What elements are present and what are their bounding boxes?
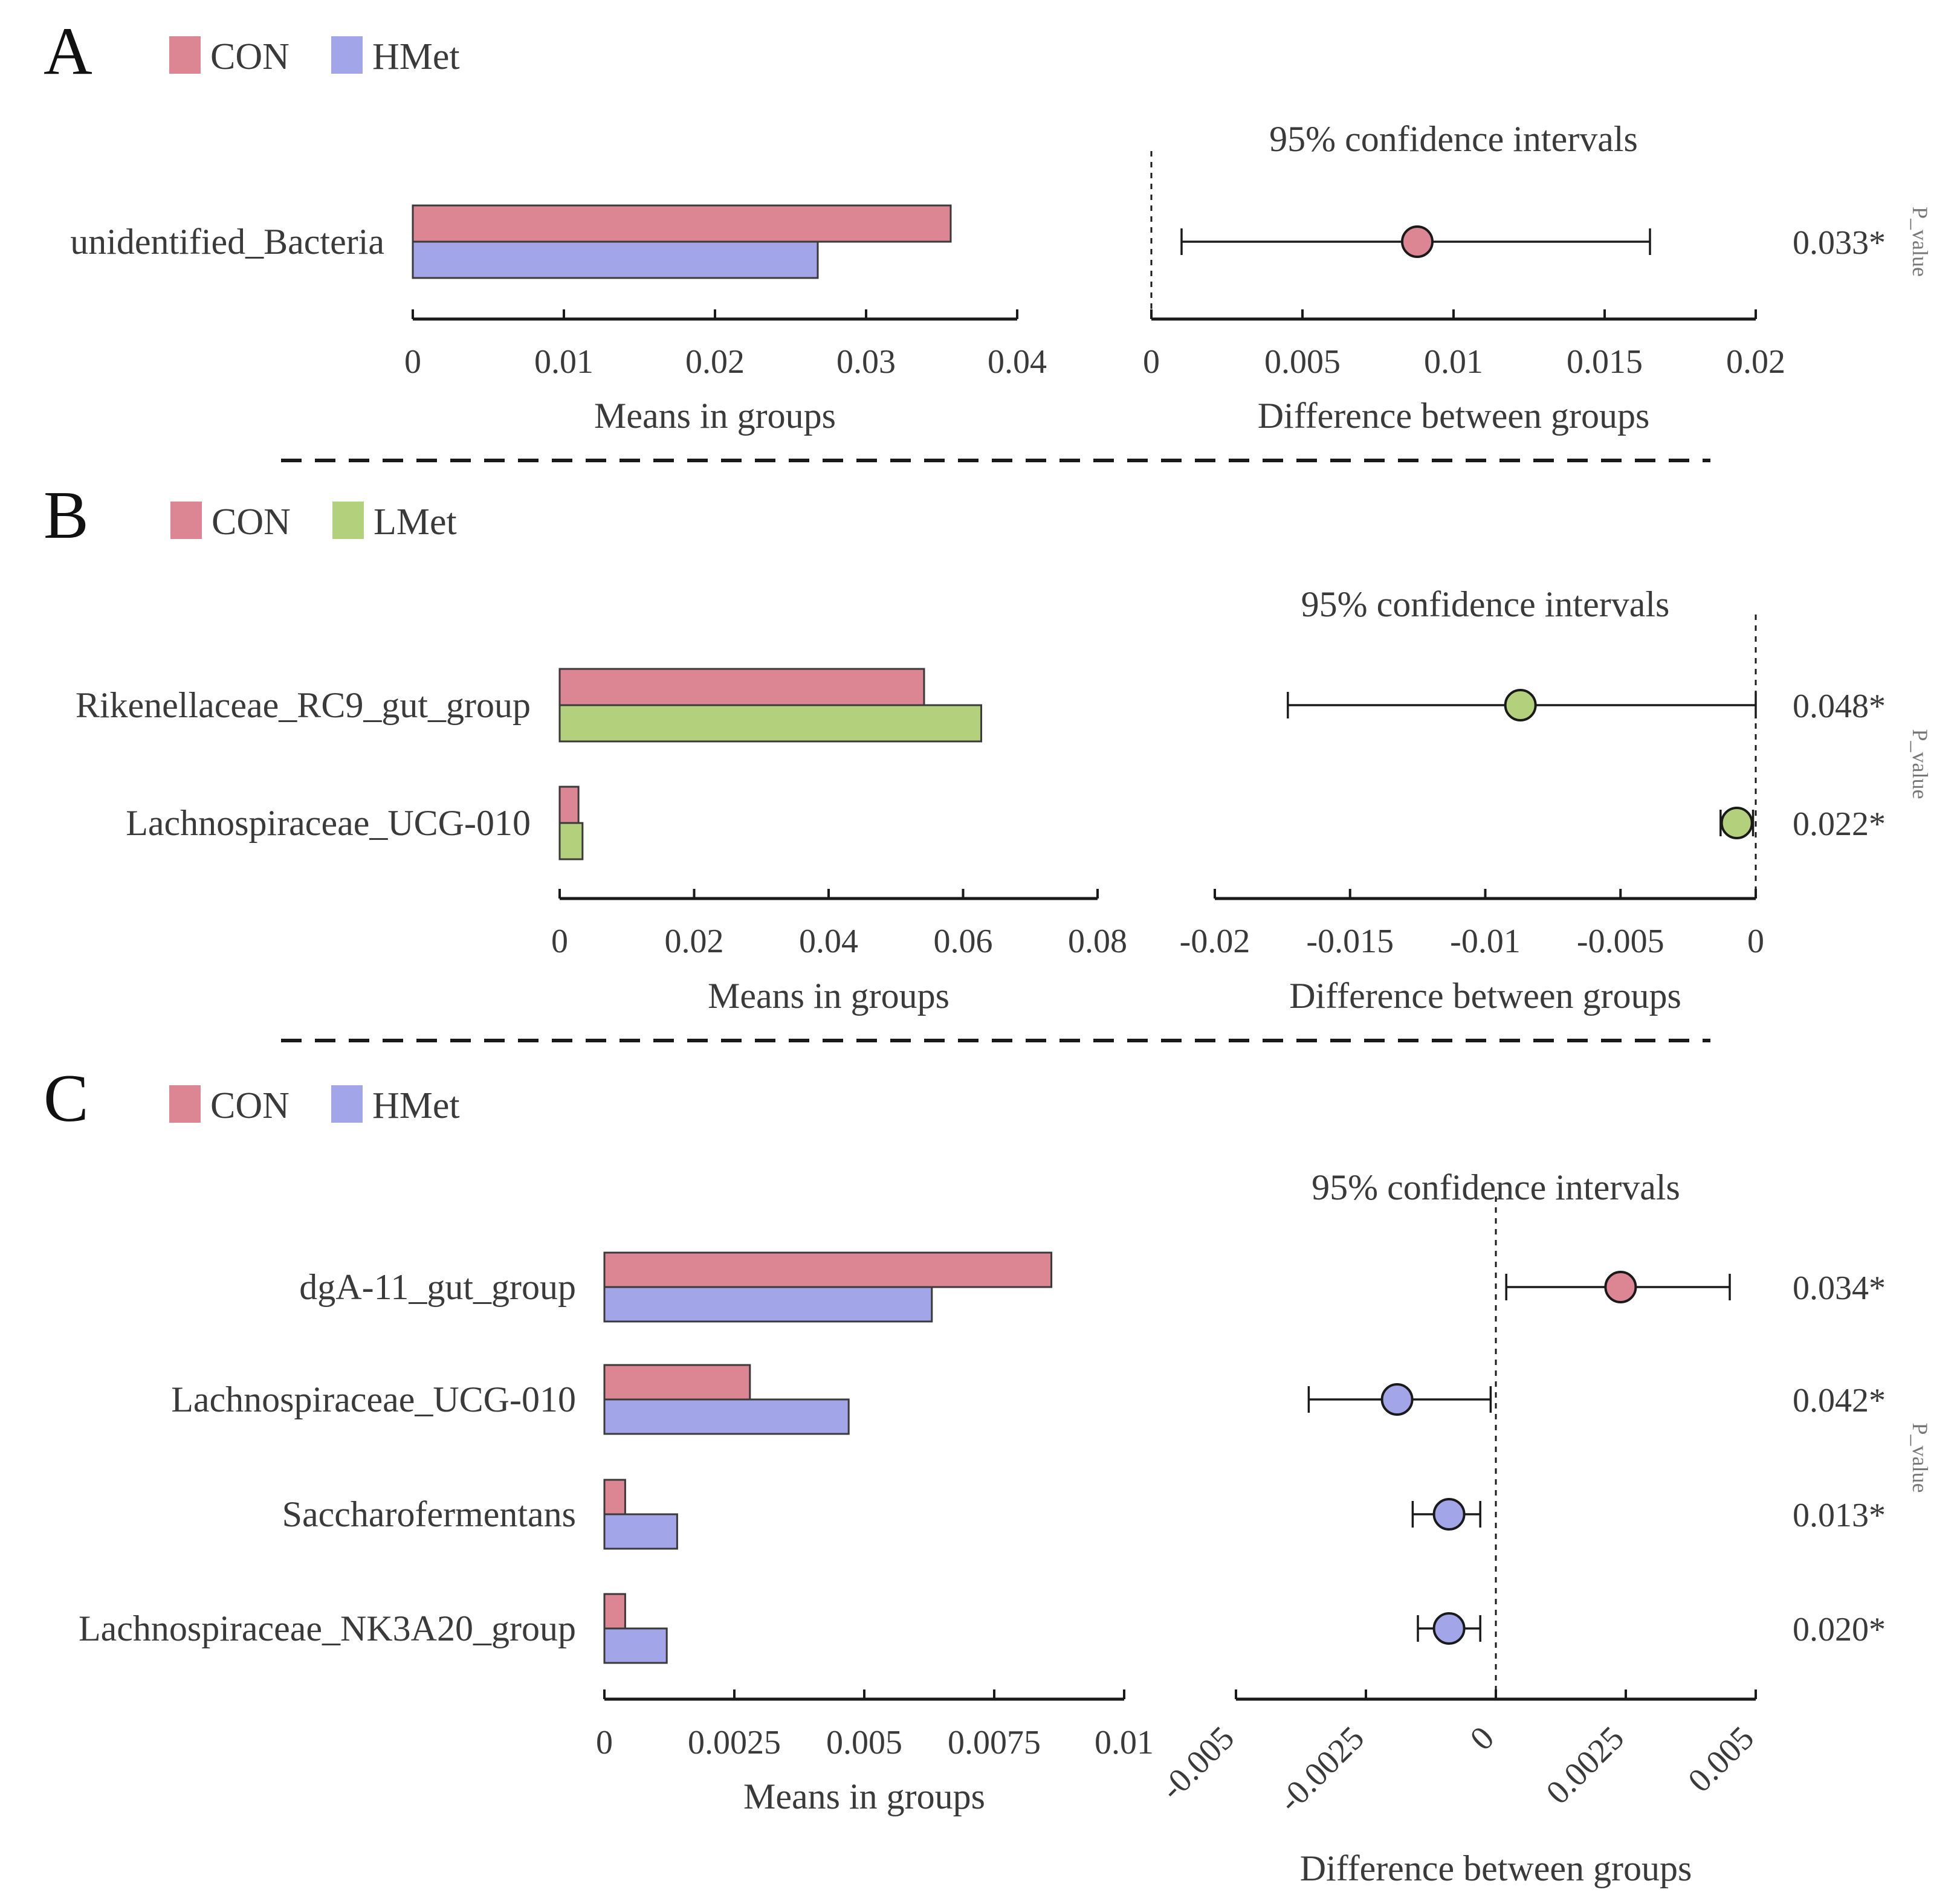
panel-a: A CON HMet 0 0.01 0.02 0.03 0.04 Means in groups… <box>44 14 1932 436</box>
row-label: dgA-11_gut_group <box>299 1267 576 1307</box>
p-value-title: P_value <box>1908 1423 1932 1493</box>
ci-point-con <box>1401 225 1434 258</box>
ci-tick-label: -0.015 <box>1306 923 1394 960</box>
means-tick-label: 0.0025 <box>688 1724 781 1761</box>
legend-swatch-hmet <box>331 1085 363 1123</box>
panel-letter: B <box>44 478 89 553</box>
means-axis-title: Means in groups <box>708 976 949 1016</box>
p-value: 0.022* <box>1793 805 1886 843</box>
bar-con <box>412 204 952 243</box>
row-label: Rikenellaceae_RC9_gut_group <box>76 685 531 725</box>
ci-tick-label: 0.0025 <box>1539 1719 1631 1812</box>
bar-con <box>558 668 925 706</box>
ci-axis-title: Difference between groups <box>1258 396 1650 436</box>
legend-swatch-hmet <box>331 36 363 74</box>
p-value: 0.013* <box>1793 1497 1886 1534</box>
bar-con <box>603 1593 626 1630</box>
bar-con <box>558 786 580 824</box>
ci-tick-label: 0 <box>1143 343 1160 381</box>
row-label: Lachnospiraceae_UCG-010 <box>171 1380 576 1419</box>
bar-hmet <box>603 1513 678 1550</box>
legend-label-con: CON <box>210 1085 290 1126</box>
bar-hmet <box>412 240 819 279</box>
legend-label-hmet: HMet <box>372 1085 460 1126</box>
means-tick-label: 0.01 <box>534 343 594 381</box>
bar-hmet <box>603 1627 668 1664</box>
bar-lmet <box>558 704 983 743</box>
means-tick-label: 0.04 <box>988 343 1047 381</box>
means-tick-label: 0.005 <box>826 1724 902 1761</box>
ci-tick-label: 0.015 <box>1567 343 1643 381</box>
means-tick-label: 0.01 <box>1095 1724 1154 1761</box>
bar-con <box>603 1479 626 1515</box>
ci-axis-title: Difference between groups <box>1289 976 1681 1016</box>
p-value: 0.034* <box>1793 1270 1886 1307</box>
panel-letter: A <box>44 14 92 89</box>
legend-swatch-con <box>169 1085 201 1123</box>
p-value-title: P_value <box>1908 729 1932 799</box>
bar-hmet <box>603 1286 933 1323</box>
row-label: Saccharofermentans <box>282 1494 576 1534</box>
p-value-title: P_value <box>1908 207 1932 277</box>
ci-axis-title: Difference between groups <box>1300 1848 1692 1888</box>
panel-b: B CON LMet 0 0.02 0.04 0.06 0.08 Means in groups… <box>44 478 1932 1016</box>
ci-title: 95% confidence intervals <box>1301 584 1670 624</box>
ci-tick-label: 0 <box>1747 923 1764 960</box>
legend-label-lmet: LMet <box>374 502 457 543</box>
legend-swatch-con <box>170 502 202 539</box>
means-tick-label: 0.04 <box>799 923 858 960</box>
bar-con <box>603 1251 1053 1288</box>
means-axis-title: Means in groups <box>594 396 836 436</box>
ci-tick-label: -0.0025 <box>1271 1719 1371 1819</box>
p-value: 0.042* <box>1793 1382 1886 1419</box>
p-value: 0.033* <box>1793 224 1886 262</box>
ci-tick-label: 0.005 <box>1264 343 1341 381</box>
p-value: 0.048* <box>1793 688 1886 725</box>
means-tick-label: 0.06 <box>934 923 993 960</box>
ci-tick-label: 0.005 <box>1681 1719 1761 1799</box>
ci-tick-label: 0.02 <box>1726 343 1785 381</box>
legend-swatch-lmet <box>332 502 364 539</box>
ci-point-lmet <box>1504 689 1537 721</box>
ci-tick-label: -0.01 <box>1450 923 1521 960</box>
means-tick-label: 0 <box>551 923 568 960</box>
ci-point-lmet <box>1720 807 1753 839</box>
row-label: Lachnospiraceae_NK3A20_group <box>79 1609 576 1648</box>
ci-tick-label: 0 <box>1463 1719 1502 1758</box>
row-label: unidentified_Bacteria <box>70 222 384 262</box>
ci-title: 95% confidence intervals <box>1269 119 1638 159</box>
means-tick-label: 0.03 <box>836 343 896 381</box>
means-tick-label: 0.08 <box>1068 923 1127 960</box>
ci-point-hmet <box>1432 1612 1466 1645</box>
legend-swatch-con <box>169 36 201 74</box>
ci-tick-label: 0.01 <box>1424 343 1483 381</box>
means-tick-label: 0 <box>596 1724 613 1761</box>
legend-label-hmet: HMet <box>372 36 460 77</box>
means-tick-label: 0 <box>404 343 421 381</box>
p-value: 0.020* <box>1793 1611 1886 1648</box>
means-tick-label: 0.02 <box>685 343 745 381</box>
legend-label-con: CON <box>212 502 291 543</box>
row-label: Lachnospiraceae_UCG-010 <box>126 803 531 843</box>
ci-point-con <box>1604 1271 1637 1303</box>
bar-lmet <box>558 822 584 860</box>
means-tick-label: 0.02 <box>665 923 724 960</box>
means-tick-label: 0.0075 <box>948 1724 1041 1761</box>
bar-hmet <box>603 1398 850 1435</box>
legend-label-con: CON <box>210 36 290 77</box>
panel-c: C CON HMet 0 0.0025 0.005 0.0075 0.01 Means in g… <box>44 1061 1932 1888</box>
ci-point-hmet <box>1380 1383 1414 1416</box>
ci-tick-label: -0.005 <box>1577 923 1664 960</box>
panel-letter: C <box>44 1061 89 1136</box>
ci-tick-label: -0.02 <box>1180 923 1250 960</box>
bar-con <box>603 1364 751 1401</box>
ci-point-hmet <box>1432 1498 1466 1531</box>
ci-tick-label: -0.005 <box>1153 1719 1241 1807</box>
means-axis-title: Means in groups <box>743 1777 985 1816</box>
